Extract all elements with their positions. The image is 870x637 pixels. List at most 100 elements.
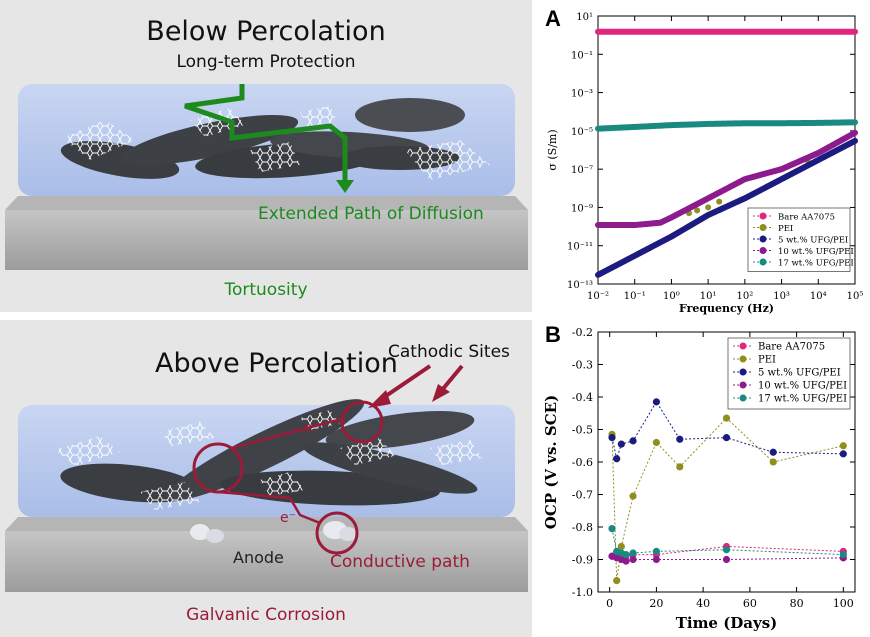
data-point (613, 549, 621, 557)
legend-entry: Bare AA7075 (758, 342, 825, 353)
data-point (652, 547, 661, 555)
y-tick-label: 10⁻⁵ (571, 127, 593, 138)
data-point (622, 557, 630, 565)
electron-label-bottom: e⁻ (280, 510, 297, 526)
above-percolation-illustration (5, 364, 528, 592)
data-point (804, 157, 811, 164)
legend-swatch (739, 381, 747, 389)
data-point (839, 547, 847, 555)
x-tick-label: 10⁻¹ (624, 291, 646, 302)
y-tick-label: -1.0 (572, 586, 593, 599)
legend-swatch (739, 342, 747, 350)
y-tick-label: -0.5 (572, 424, 593, 437)
data-point (705, 204, 712, 211)
electron-label-top: e⁻ (304, 420, 321, 436)
series-line (595, 137, 858, 278)
data-point (839, 442, 847, 450)
galvanic-corrosion-label: Galvanic Corrosion (186, 605, 346, 625)
data-point (613, 577, 621, 585)
data-point (613, 554, 621, 562)
legend-entry: 10 wt.% UFG/PEI (778, 247, 854, 257)
cathodic-site-arrows (368, 364, 464, 408)
x-tick-label: 100 (833, 597, 854, 610)
data-point (652, 438, 661, 447)
cathodic-arrowhead-icon (368, 390, 391, 408)
data-point (608, 552, 616, 560)
legend-swatch (759, 258, 767, 266)
series-5-wt-ufg-pei (608, 398, 847, 463)
data-point (608, 430, 616, 438)
y-tick-label: -0.7 (572, 489, 593, 502)
y-tick-label: -0.8 (572, 521, 593, 534)
legend-entry: 10 wt.% UFG/PEI (758, 381, 847, 392)
data-point (769, 458, 777, 466)
legend-swatch (759, 212, 767, 220)
data-point (613, 455, 621, 463)
data-point (839, 551, 847, 559)
x-tick-label: 10⁰ (663, 291, 680, 302)
x-tick-label: 80 (790, 597, 804, 610)
y-axis-label: OCP (V vs. SCE) (542, 395, 560, 529)
conductive-path-label: Conductive path (330, 552, 470, 572)
data-point (716, 198, 723, 205)
x-tick-label: 10³ (773, 291, 790, 302)
below-percolation-panel: Below Percolation Long-term Protection (0, 0, 532, 312)
cathodic-arrowhead-icon (432, 384, 450, 402)
plot-frame (597, 15, 856, 285)
data-point (617, 440, 625, 448)
below-percolation-title: Below Percolation (146, 16, 386, 47)
data-point (722, 414, 731, 422)
x-tick-label: 60 (743, 597, 757, 610)
series-10-wt-ufg-pei (608, 552, 847, 565)
data-point (652, 398, 661, 406)
panel-label-a: A (545, 6, 561, 31)
x-tick-label: 10² (736, 291, 753, 302)
y-tick-label: 10⁻¹ (571, 50, 593, 61)
series-line (611, 555, 844, 562)
legend-entry: 17 wt.% UFG/PEI (758, 394, 847, 405)
data-point (622, 552, 630, 560)
legend-box (747, 207, 851, 272)
legend-entry: Bare AA7075 (778, 213, 835, 223)
data-point (769, 448, 777, 456)
above-percolation-title: Above Percolation (155, 348, 398, 379)
series-line (595, 129, 858, 229)
legend-swatch (739, 394, 747, 402)
panel-label-b: B (545, 322, 561, 347)
data-point (722, 546, 731, 554)
data-point (629, 555, 637, 564)
graphene-hexagon-overlays (55, 410, 482, 510)
data-point (608, 552, 616, 560)
y-tick-label: 10⁻³ (571, 89, 593, 100)
data-point (617, 542, 625, 551)
y-tick-label: -0.4 (572, 391, 593, 404)
x-tick-label: 40 (696, 597, 710, 610)
data-point (629, 437, 637, 445)
legend-entry: 5 wt.% UFG/PEI (778, 236, 848, 246)
series-pei (608, 414, 847, 585)
series-pei (685, 157, 811, 217)
x-tick-label: 10⁻² (587, 291, 609, 302)
x-axis-label: Frequency (Hz) (679, 302, 774, 315)
data-point (722, 555, 731, 564)
legend-entry: 17 wt.% UFG/PEI (778, 259, 854, 269)
metal-substrate (5, 517, 528, 592)
x-tick-label: 0 (606, 597, 613, 610)
anode-ring (315, 511, 359, 555)
data-point (629, 551, 637, 559)
series-10-wt-ufg-pei (595, 129, 858, 229)
data-point (652, 555, 661, 564)
legend-entry: PEI (778, 224, 793, 234)
plot-frame (597, 331, 856, 593)
anode-label: Anode (233, 548, 284, 567)
series-5-wt-ufg-pei (595, 137, 858, 278)
tortuosity-label: Tortuosity (224, 280, 308, 300)
legend-swatch (759, 247, 767, 254)
cathodic-site-ring (340, 400, 384, 444)
data-point (652, 551, 661, 559)
y-tick-label: -0.6 (572, 456, 593, 469)
y-axis-label: σ (S/m) (546, 129, 559, 170)
diffusion-path-arrow (184, 84, 348, 180)
series-line (611, 400, 844, 461)
y-tick-label: 10¹ (576, 12, 593, 23)
